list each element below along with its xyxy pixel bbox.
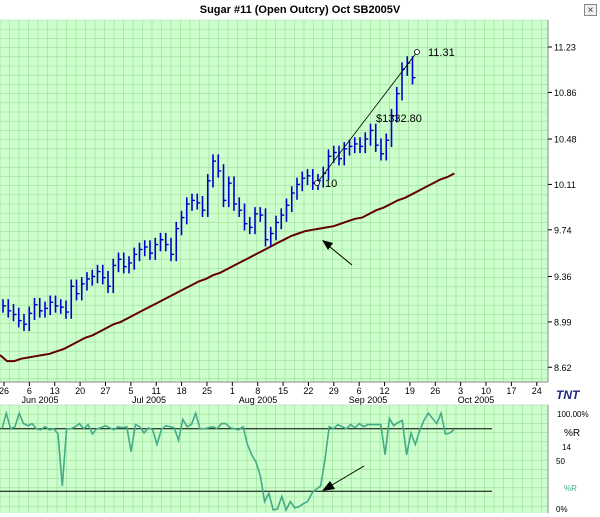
price-y-axis: 11.23 10.86 10.48 10.11 9.74 9.36 8.99 8.62 [547, 20, 577, 382]
osc-title: %R [564, 428, 580, 439]
high-price-label: 11.31 [428, 47, 455, 59]
x-tick-label: 10 [481, 386, 491, 396]
y-tick-label: 11.23 [554, 42, 576, 52]
oscillator-panel-background [0, 405, 548, 513]
x-tick-label: 13 [50, 386, 60, 396]
x-tick-label: 6 [27, 386, 32, 396]
oscillator-lines-group [0, 410, 492, 512]
osc-tick-0: 0% [556, 505, 568, 514]
osc-arrow-head [322, 481, 335, 491]
x-tick-label: 1 [230, 386, 235, 396]
price-grid [0, 19, 548, 382]
x-tick-label: 8 [255, 386, 260, 396]
close-button[interactable]: × [584, 4, 597, 16]
oscillator-axis: 100.00% %R 14 50 %R 0% [547, 405, 589, 514]
annotation-group: 11.31 10 $1332.80 [314, 47, 455, 266]
x-month-label: Jun 2005 [21, 395, 58, 405]
high-marker [414, 49, 420, 55]
x-tick-label: 27 [100, 386, 110, 396]
osc-tick-50: 50 [556, 457, 565, 466]
y-tick-label: 10.11 [554, 180, 576, 190]
x-tick-label: 25 [202, 386, 212, 396]
x-tick-label: 3 [458, 386, 463, 396]
moving-average-group [0, 172, 455, 363]
oscillator-line [1, 410, 455, 512]
osc-period: 14 [562, 443, 571, 452]
y-tick-label: 8.62 [554, 363, 572, 373]
x-tick-label: 6 [357, 386, 362, 396]
x-tick-label: 26 [430, 386, 440, 396]
logo-mark: TNT [556, 388, 581, 402]
x-month-label: Jul 2005 [132, 395, 166, 405]
tnt-logo: TNT [550, 386, 598, 402]
gain-label: $1332.80 [376, 113, 422, 125]
x-month-label: Sep 2005 [349, 395, 388, 405]
gain-trend-line [316, 51, 418, 184]
low-price-label: 10 [325, 178, 337, 190]
x-tick-label: 22 [303, 386, 313, 396]
low-marker [314, 180, 320, 186]
osc-tick-100: 100.00% [557, 410, 589, 419]
logo-background [550, 386, 598, 402]
x-tick-label: 20 [75, 386, 85, 396]
y-tick-label: 9.74 [554, 225, 572, 235]
x-month-label: Aug 2005 [239, 395, 278, 405]
x-tick-label: 15 [278, 386, 288, 396]
x-month-label: Oct 2005 [458, 395, 495, 405]
y-tick-label: 8.99 [554, 317, 572, 327]
x-tick-label: 17 [506, 386, 516, 396]
x-tick-label: 29 [329, 386, 339, 396]
price-bars-group [2, 56, 416, 332]
x-tick-label: 26 [0, 386, 9, 396]
osc-series-label: %R [564, 484, 577, 493]
x-tick-label: 18 [177, 386, 187, 396]
osc-arrow-shaft [331, 465, 365, 486]
x-tick-label: 12 [380, 386, 390, 396]
price-panel-background [0, 20, 548, 382]
y-tick-label: 9.36 [554, 272, 572, 282]
arrow-head [322, 240, 333, 250]
moving-average-line [0, 172, 455, 363]
date-x-axis: 26 6 13 20 27 5 11 18 25 1 8 15 22 29 6 12 19 26 3 10 17 24Ju… [0, 381, 548, 405]
x-tick-label: 5 [128, 386, 133, 396]
y-tick-label: 10.48 [554, 135, 577, 145]
x-tick-label: 19 [405, 386, 415, 396]
x-tick-label: 24 [532, 386, 542, 396]
x-tick-label: 11 [152, 386, 161, 396]
chart-title: Sugar #11 (Open Outcry) Oct SB2005V [199, 4, 401, 16]
arrow-shaft [329, 246, 353, 266]
y-tick-label: 10.86 [554, 88, 577, 98]
